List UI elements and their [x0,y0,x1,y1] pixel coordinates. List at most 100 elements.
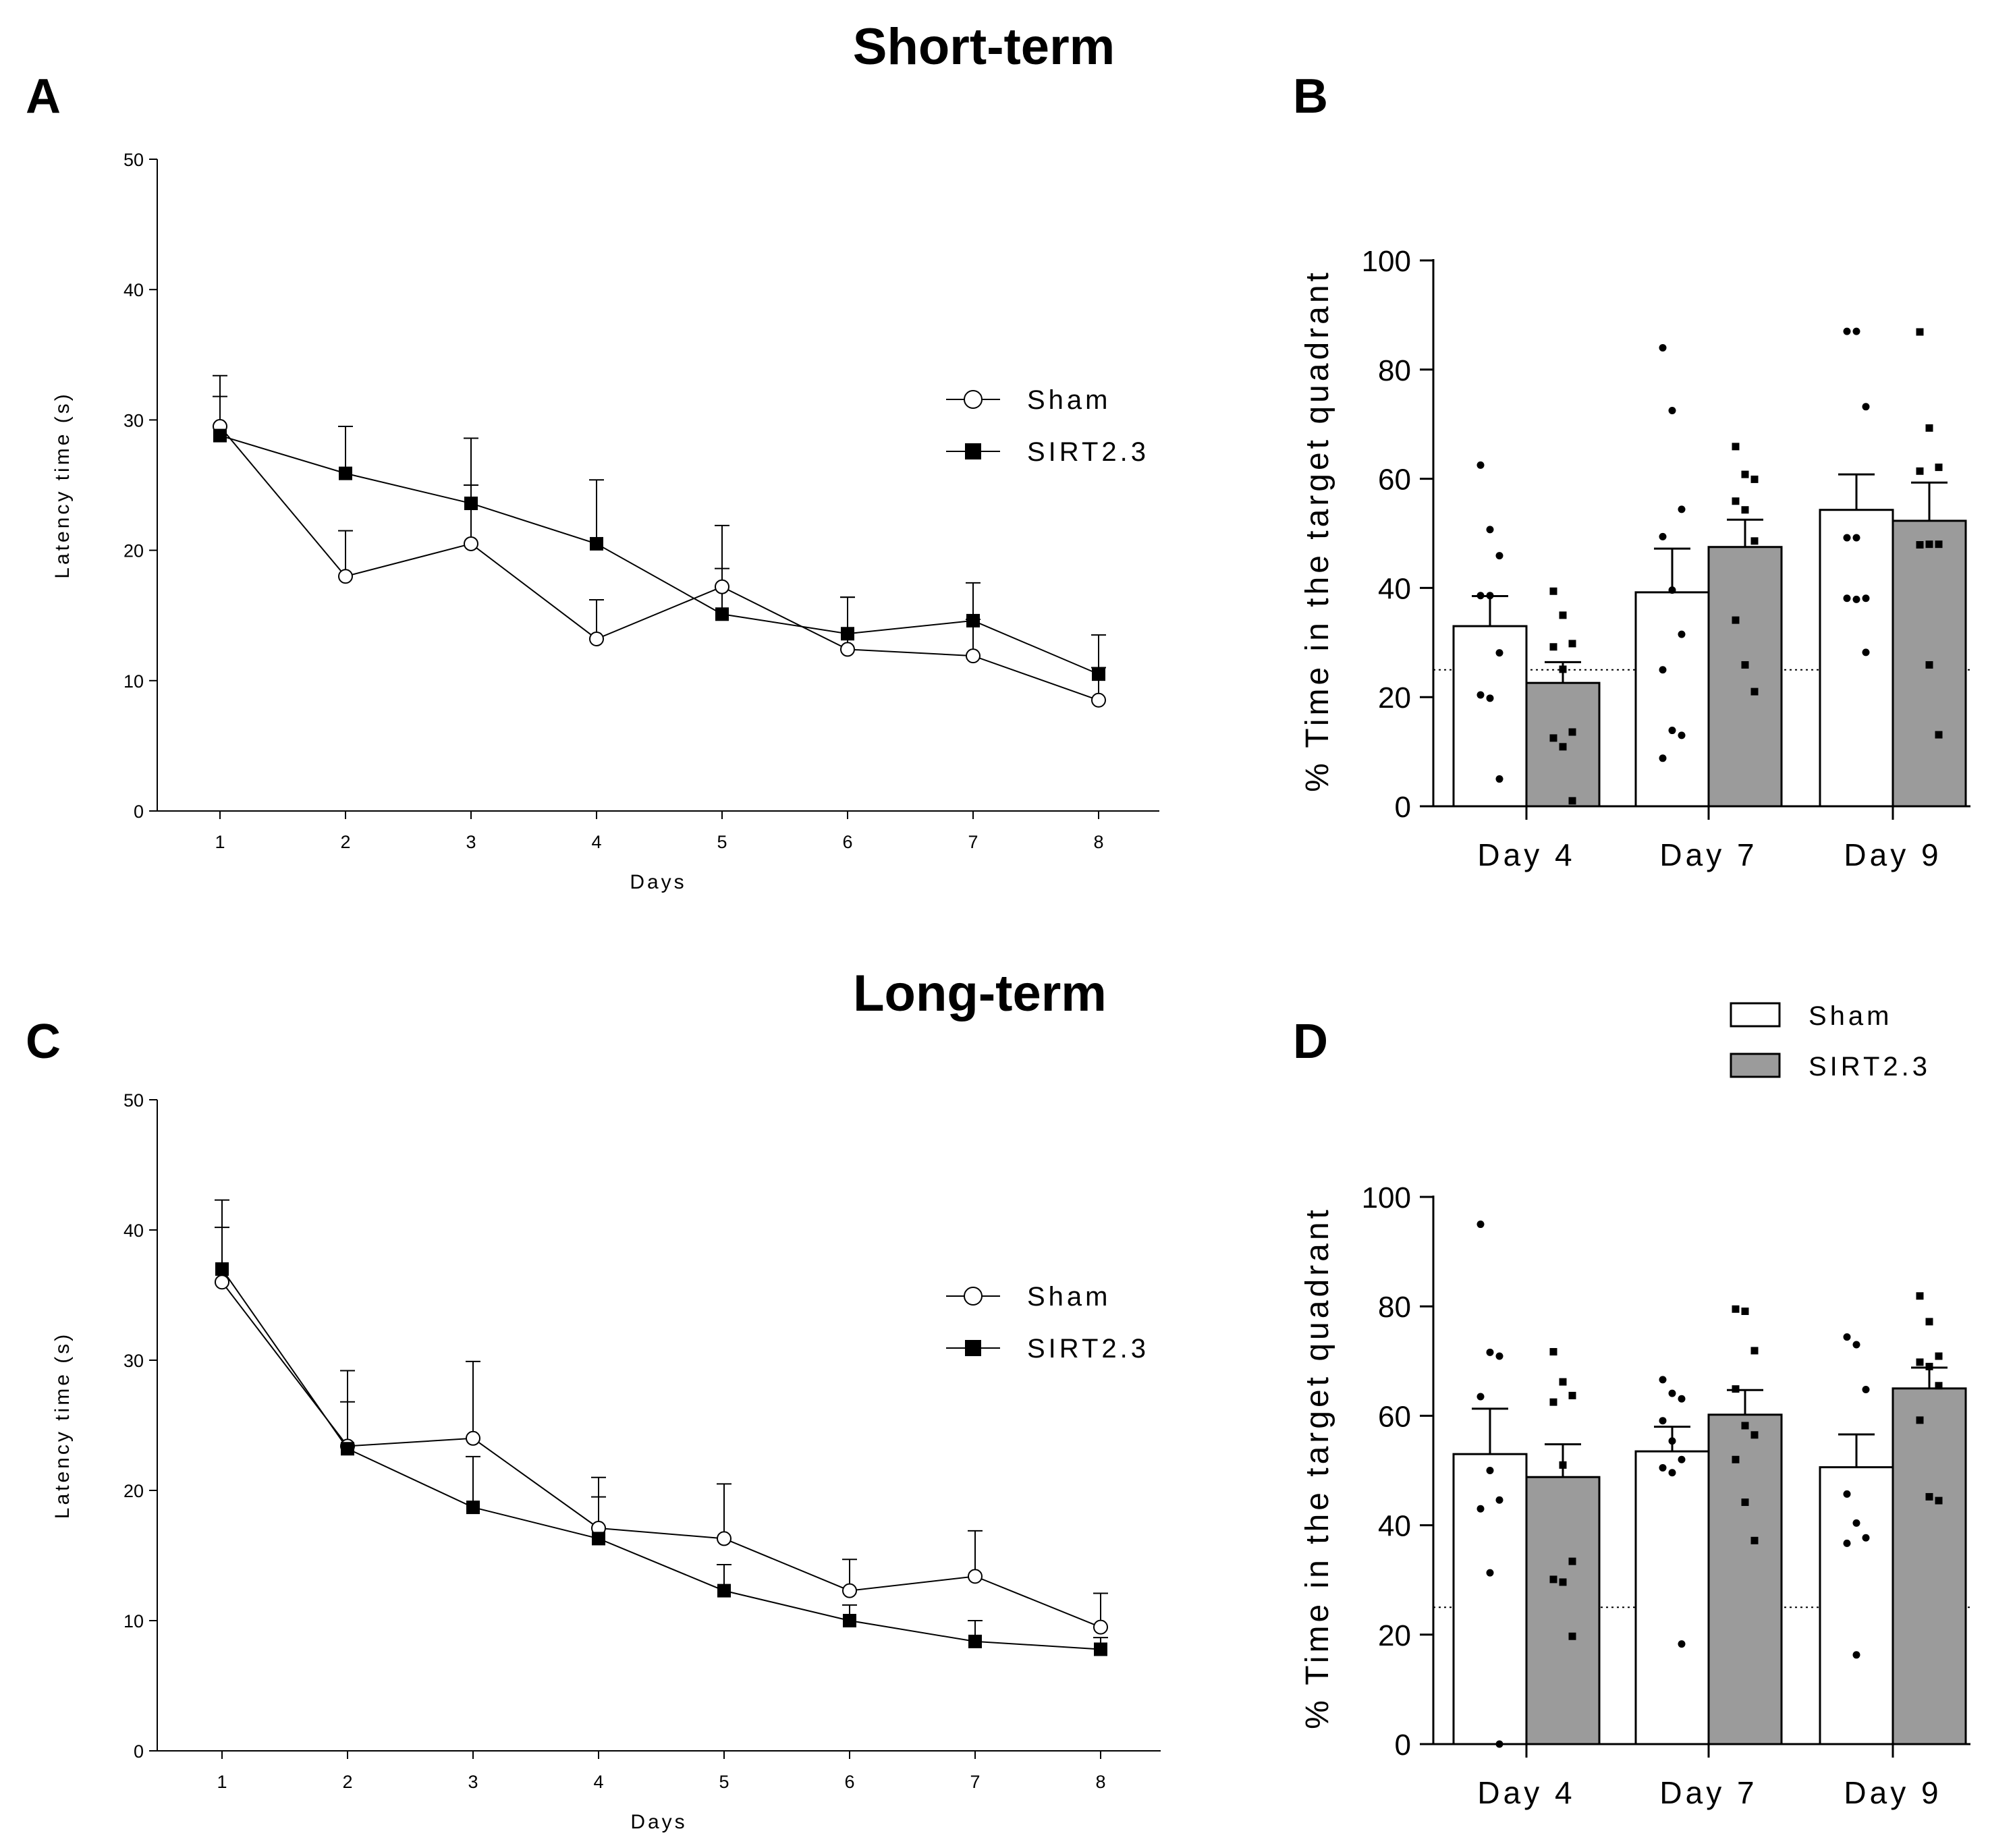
panel-b-sirt2-3-dot [1559,743,1567,751]
panel-b-sham-dot [1476,461,1485,469]
panel-c-y-tick-label: 30 [123,1351,144,1371]
panel-b-sham-dot [1852,327,1860,335]
panel-c-series-line-sham [221,1281,1101,1628]
panel-b-sham-dot [1476,691,1485,699]
panel-d-sham-dot [1476,1221,1485,1229]
panel-b-sirt2-3-dot [1741,661,1749,669]
panel-c-x-tick-label: 3 [468,1772,478,1792]
panel-b-sirt2-3-dot [1925,540,1933,549]
panel-c-legend-sham-label: Sham [1027,1282,1111,1312]
panel-c-sirt2-3-point [341,1442,354,1456]
panel-d-y-tick-label: 0 [1395,1729,1411,1762]
panel-b-sham-dot [1486,694,1494,702]
panel-c-x-axis-label: Days [630,1811,687,1833]
panel-c-line-chart: C 0 10 20 30 40 50 1 2 3 4 5 6 7 8 Days Latency time (s… [26,1015,1161,1833]
panel-d-legend-sirt-label: SIRT2.3 [1809,1052,1931,1082]
panel-b-sirt2-3-dot [1916,467,1924,475]
panel-c-legend-sirt-label: SIRT2.3 [1027,1334,1149,1364]
panel-a-x-tick-label: 7 [968,832,978,852]
panel-d-sham-dot [1678,1455,1686,1463]
panel-a-sham-point [464,536,478,551]
panel-d-sirt2-3-dot [1750,1431,1759,1439]
panel-a-legend-sham-label: Sham [1027,385,1111,415]
panel-c-x-tick-label: 6 [844,1772,854,1792]
panel-b-y-axis-label: % Time in the target quadrant [1300,269,1335,792]
panel-b-sham-dot [1659,343,1667,352]
panel-d-sham-dot [1862,1385,1870,1393]
panel-b-sham-dot [1659,754,1667,762]
panel-a-sham-point [715,579,729,594]
panel-c-sham-point [466,1430,480,1446]
panel-c-series-line-sirt2-3 [221,1268,1101,1650]
panel-a-legend-sirt-label: SIRT2.3 [1027,437,1149,467]
panel-d-bar-sirt2-3 [1525,1476,1601,1745]
panel-d-legend-sirt-swatch [1730,1053,1781,1078]
panel-b-sham-dot [1668,727,1676,735]
panel-b-sham-dot [1843,534,1851,542]
panel-d-sirt2-3-dot [1916,1292,1924,1300]
panel-b-bar-chart: B 0 20 40 60 80 100 Day 4 Day 7 Day 9 % Time in t… [1293,69,1970,872]
panel-a-x-tick-label: 3 [466,832,476,852]
panel-a-sirt2-3-point [213,428,227,443]
panel-d-sham-dot [1668,1389,1676,1397]
panel-b-sham-dot [1843,594,1851,603]
panel-a-sirt2-3-point [715,607,729,621]
panel-c-x-tick-label: 1 [217,1772,227,1792]
panel-a-sirt2-3-point [464,497,478,511]
panel-c-sirt2-3-point [466,1501,480,1515]
panel-c-sham-point [717,1531,732,1546]
panel-a-sham-point [966,648,981,664]
panel-d-sirt2-3-dot [1925,1492,1933,1501]
panel-d-sham-dot [1852,1341,1860,1349]
panel-d-y-axis-label: % Time in the target quadrant [1300,1206,1335,1729]
panel-c-x-tick-label: 5 [719,1772,729,1792]
panel-b-sham-dot [1678,630,1686,638]
panel-c-sham-point [215,1275,229,1290]
panel-a-sham-point [840,642,855,657]
panel-d-sham-dot [1668,1437,1676,1445]
panel-c-x-tick-label: 2 [342,1772,352,1792]
panel-d-sham-dot [1668,1469,1676,1477]
panel-b-sham-dot [1668,406,1676,414]
panel-d-sham-dot [1659,1463,1667,1472]
panel-c-sirt2-3-point [1094,1642,1107,1656]
panel-b-sirt2-3-dot [1935,731,1943,739]
panel-b-sirt2-3-dot [1568,640,1576,648]
panel-b-sham-dot [1486,526,1494,534]
panel-a-sirt2-3-point [966,613,980,627]
panel-a-sirt2-3-point [339,466,352,480]
panel-d-y-tick-label: 100 [1362,1181,1411,1214]
panel-a-line-chart: A 0 10 20 30 40 50 1 2 3 4 5 6 7 8 Days Latency time (s… [26,69,1159,893]
panel-a-sirt2-3-point [590,536,603,551]
panel-d-bar-sham [1634,1450,1710,1745]
panel-b-y-tick-label: 100 [1362,245,1411,278]
panel-c-y-tick-label: 0 [134,1741,144,1762]
panel-b-sham-dot [1495,649,1503,657]
panel-d-sham-dot [1678,1640,1686,1648]
panel-c-sirt2-3-point [843,1614,856,1627]
panel-b-sham-dot [1495,552,1503,560]
panel-c-y-axis-label: Latency time (s) [51,1332,74,1519]
panel-b-category-label: Day 7 [1659,837,1757,872]
panel-d-y-tick-label: 20 [1378,1619,1411,1652]
panel-c-sham-point [842,1583,857,1598]
panel-d-sirt2-3-dot [1741,1499,1749,1507]
panel-d-bar-sham [1819,1466,1894,1745]
panel-d-sirt2-3-dot [1935,1496,1943,1505]
panel-b-sirt2-3-dot [1925,424,1933,432]
panel-d-sirt2-3-dot [1732,1455,1740,1463]
panel-d-sham-dot [1852,1651,1860,1659]
panel-b-sirt2-3-dot [1750,475,1759,483]
panel-b-y-tick-label: 60 [1378,464,1411,497]
panel-a-y-tick-label: 50 [123,150,144,170]
panel-b-sham-dot [1486,592,1494,600]
panel-d-sirt2-3-dot [1925,1362,1933,1370]
panel-d-sham-dot [1476,1505,1485,1513]
panel-c-sirt2-3-point [215,1262,229,1276]
panel-d-sham-dot [1843,1333,1851,1341]
panel-d-sirt2-3-dot [1549,1398,1557,1406]
panel-b-sham-dot [1659,666,1667,674]
panel-d-legend-sham-swatch [1730,1002,1781,1028]
panel-d-sham-dot [1476,1393,1485,1401]
panel-d-sham-dot [1495,1496,1503,1504]
